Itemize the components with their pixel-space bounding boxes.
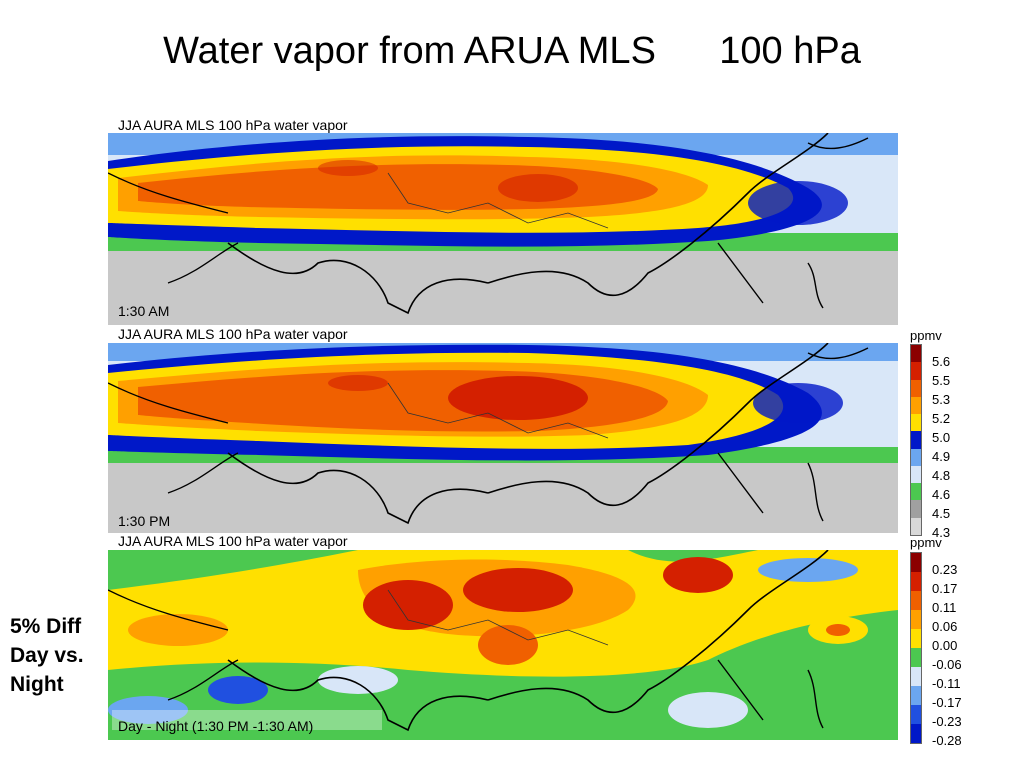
colorbar-bottom-swatch <box>911 591 921 610</box>
map-panel-day <box>108 343 898 533</box>
colorbar-top-tick-label: 4.9 <box>932 449 951 464</box>
side-note-line-2: Day vs. <box>10 644 84 667</box>
colorbar-top-swatch <box>911 517 921 535</box>
colorbar-bottom-tick-label: 0.00 <box>932 638 958 653</box>
colorbar-top-swatch <box>911 448 921 466</box>
colorbar-bottom-swatch <box>911 648 921 667</box>
colorbar-top-swatch <box>911 362 921 380</box>
colorbar-bottom-swatch <box>911 610 921 629</box>
panel-time-label-night: 1:30 AM <box>118 303 170 319</box>
colorbar-top-unit: ppmv <box>910 328 942 343</box>
panel-time-label-day: 1:30 PM <box>118 513 171 529</box>
water-vapor-map-night <box>108 133 898 325</box>
colorbar-bottom-tick-label: -0.17 <box>932 695 962 710</box>
colorbar-top-swatch <box>911 379 921 397</box>
colorbar-top <box>910 344 922 536</box>
panel-header-difference: JJA AURA MLS 100 hPa water vapor <box>116 533 350 549</box>
colorbar-top-swatch <box>911 483 921 501</box>
colorbar-top-tick-label: 5.2 <box>932 411 951 426</box>
colorbar-top-tick-label: 4.3 <box>932 525 951 540</box>
colorbar-top-swatch <box>911 465 921 484</box>
colorbar-bottom-swatch <box>911 705 921 724</box>
colorbar-top-tick-label: 4.6 <box>932 487 951 502</box>
colorbar-top-tick-label: 5.5 <box>932 373 951 388</box>
colorbar-top-tick-label: 5.3 <box>932 392 951 407</box>
colorbar-bottom-swatch <box>911 667 921 686</box>
colorbar-bottom-tick-label: -0.06 <box>932 657 962 672</box>
colorbar-top-tick-label: 5.6 <box>932 354 951 369</box>
colorbar-bottom-tick-label: -0.11 <box>932 676 961 691</box>
colorbar-top-tick-label: 5.0 <box>932 430 951 445</box>
side-note-line-3: Night <box>10 673 64 696</box>
colorbar-bottom-tick-label: -0.28 <box>932 733 962 748</box>
colorbar-bottom-tick-label: 0.17 <box>932 581 958 596</box>
colorbar-bottom-swatch <box>911 553 921 572</box>
colorbar-bottom-swatch <box>911 572 921 591</box>
water-vapor-difference-map <box>108 550 898 740</box>
colorbar-bottom-tick-label: 0.06 <box>932 619 958 634</box>
colorbar-bottom-tick-label: -0.23 <box>932 714 962 729</box>
colorbar-top-swatch <box>911 431 921 449</box>
colorbar-top-tick-label: 4.8 <box>932 468 951 483</box>
colorbar-top-swatch <box>911 396 921 415</box>
map-panel-night <box>108 133 898 325</box>
side-note-line-1: 5% Diff <box>10 615 82 638</box>
colorbar-bottom-tick-label: 0.11 <box>932 600 957 615</box>
panel-header-night: JJA AURA MLS 100 hPa water vapor <box>116 117 350 133</box>
colorbar-bottom-swatch <box>911 686 921 705</box>
colorbar-bottom-swatch <box>911 724 921 743</box>
slide-title: Water vapor from ARUA MLS 100 hPa <box>163 30 861 72</box>
side-note: 5% Diff Day vs. Night <box>10 612 84 699</box>
colorbar-top-swatch <box>911 414 921 432</box>
colorbar-top-swatch <box>911 500 921 518</box>
water-vapor-map-day <box>108 343 898 533</box>
map-panel-difference <box>108 550 898 740</box>
colorbar-bottom-unit: ppmv <box>910 535 942 550</box>
panel-time-label-difference: Day - Night (1:30 PM -1:30 AM) <box>118 718 314 734</box>
colorbar-bottom-tick-label: 0.23 <box>932 562 958 577</box>
colorbar-bottom <box>910 552 922 744</box>
colorbar-bottom-swatch <box>911 629 921 648</box>
panel-header-day: JJA AURA MLS 100 hPa water vapor <box>116 326 350 342</box>
colorbar-top-swatch <box>911 345 921 363</box>
colorbar-top-tick-label: 4.5 <box>932 506 951 521</box>
